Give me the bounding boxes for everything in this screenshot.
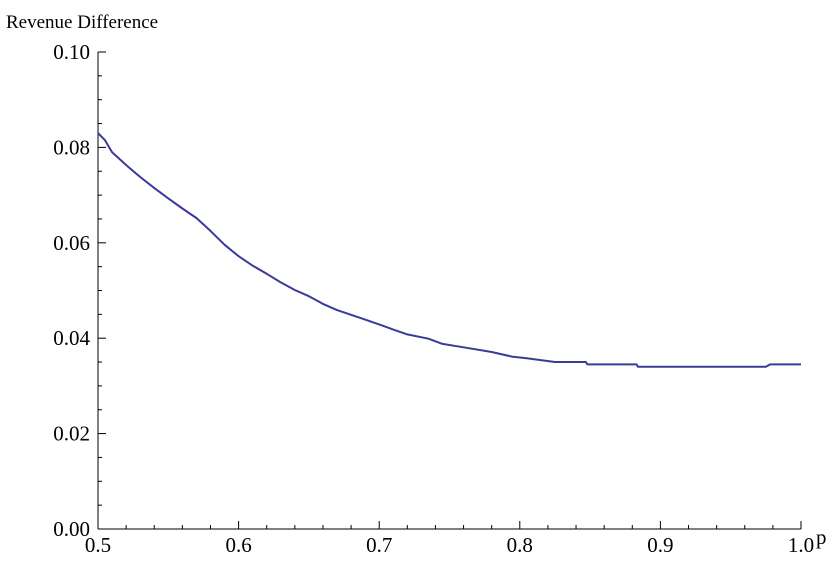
x-axis-label: p	[816, 525, 827, 549]
y-tick-label: 0.08	[53, 135, 90, 159]
axis-ticks: 0.5 0.6 0.7 0.8 0.9 1.0 0.00 0.02 0.04 0.06 0.08 0.…	[53, 40, 814, 557]
y-axis-label: Revenue Difference	[6, 12, 158, 33]
x-tick-label: 1.0	[788, 533, 814, 557]
x-tick-label: 0.6	[225, 533, 251, 557]
series-line	[97, 132, 801, 368]
y-tick-label: 0.04	[53, 326, 90, 350]
x-tick-label: 0.8	[507, 533, 533, 557]
y-tick-label: 0.02	[53, 422, 90, 446]
y-tick-label: 0.06	[53, 231, 90, 255]
x-tick-label: 0.7	[366, 533, 392, 557]
x-tick-label: 0.9	[647, 533, 673, 557]
plot-area	[97, 132, 801, 368]
x-tick-label: 0.5	[85, 533, 111, 557]
y-tick-label: 0.10	[53, 40, 90, 64]
y-tick-label: 0.00	[53, 517, 90, 541]
